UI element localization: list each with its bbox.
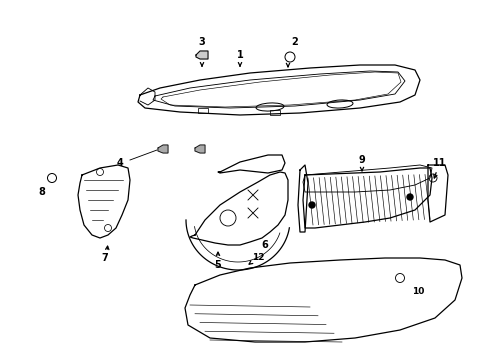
Text: 6: 6 [261,240,268,250]
Polygon shape [195,145,204,153]
Polygon shape [196,51,207,59]
Bar [269,110,280,115]
Text: 12: 12 [251,253,264,262]
Text: 8: 8 [39,187,45,197]
Text: 10: 10 [411,288,423,297]
Circle shape [308,202,314,208]
Bar [198,108,207,113]
Text: 9: 9 [358,155,365,165]
Text: 3: 3 [198,37,205,47]
Circle shape [406,194,412,200]
Text: 1: 1 [236,50,243,60]
Text: 7: 7 [102,253,108,263]
Polygon shape [158,145,168,153]
Text: 5: 5 [214,260,221,270]
Text: 4: 4 [116,158,123,168]
Text: 2: 2 [291,37,298,47]
Text: 11: 11 [432,158,446,168]
